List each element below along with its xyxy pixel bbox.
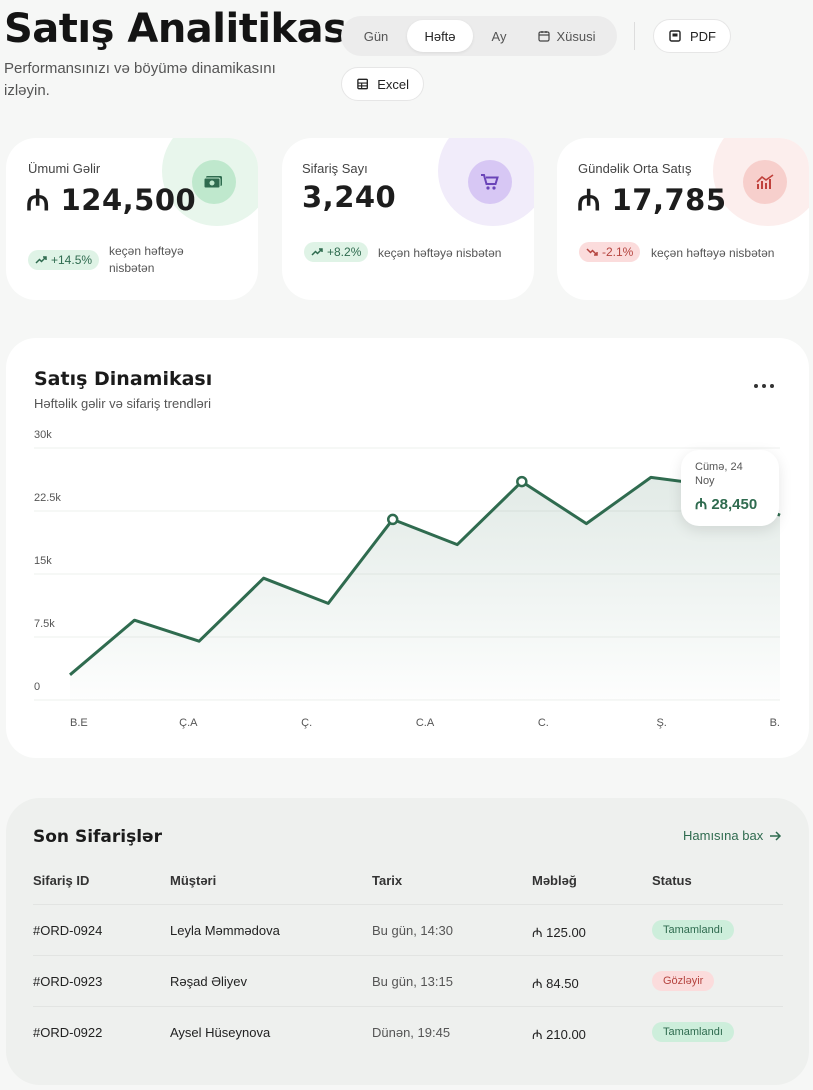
tab-week[interactable]: Həftə (407, 20, 473, 52)
chart-line (69, 475, 781, 676)
chart-subtitle: Həftəlik gəlir və sifariş trendləri (34, 396, 212, 411)
x-tick-label: B.E (70, 717, 88, 729)
page-title: Satış Analitikası (4, 6, 360, 52)
export-excel-button[interactable]: Excel (341, 67, 424, 101)
column-header-amount: Məbləğ (532, 873, 577, 888)
sales-chart-card: Satış Dinamikası Həftəlik gəlir və sifar… (6, 338, 809, 758)
tooltip-date: Cümə, 24 Noy (695, 461, 743, 487)
sales-line-chart: 0 7.5k 15k 22.5k 30k B.E Ç.A Ç. C.A C. Ş. B. (34, 429, 781, 729)
trend-up-icon (35, 256, 47, 264)
order-customer: Aysel Hüseynova (170, 1025, 271, 1040)
change-badge: +14.5% (28, 250, 100, 270)
change-badge: +8.2% (304, 242, 369, 262)
arrow-right-icon (770, 830, 782, 841)
chart-area (70, 477, 780, 700)
stat-label: Gündəlik Orta Satış (578, 161, 692, 176)
order-amount: ₼ 84.50 (532, 976, 579, 991)
see-all-link[interactable]: Hamısına bax (683, 828, 782, 843)
pdf-icon (669, 30, 681, 42)
order-customer: Rəşad Əliyev (170, 974, 247, 989)
money-icon (192, 160, 236, 204)
x-tick-label: Ş. (656, 717, 666, 729)
order-id: #ORD-0924 (33, 923, 103, 938)
status-badge: Tamamlandı (652, 1022, 734, 1042)
chart-tooltip: Cümə, 24 Noy ₼ 28,450 (681, 450, 779, 526)
stat-compare-text: keçən həftəyə nisbətən (378, 246, 502, 260)
column-header-customer: Müştəri (170, 873, 217, 888)
order-id: #ORD-0923 (33, 974, 103, 989)
y-tick-label: 7.5k (34, 618, 55, 630)
status-badge: Gözləyir (652, 971, 715, 991)
y-tick-label: 22.5k (34, 492, 61, 504)
calendar-icon (538, 31, 551, 42)
trend-up-icon (311, 248, 323, 256)
stat-label: Sifariş Sayı (302, 161, 368, 176)
page-subtitle: Performansınızı və böyümə dinamikasını i… (4, 60, 276, 99)
column-header-date: Tarix (372, 873, 403, 888)
stat-card-revenue: Ümumi Gəlir ₼ 124,500 +14.5% keçən həftə… (6, 138, 258, 300)
stat-value: ₼ 17,785 (577, 183, 727, 217)
order-amount: ₼ 125.00 (532, 925, 586, 940)
stat-compare-text: keçən həftəyə nisbətən (109, 244, 184, 275)
cart-icon (468, 160, 512, 204)
tab-month[interactable]: Ay (491, 28, 507, 44)
status-badge: Tamamlandı (652, 920, 734, 940)
table-icon (357, 78, 368, 90)
x-tick-label: Ç. (301, 717, 312, 729)
orders-title: Son Sifarişlər (33, 827, 162, 847)
order-date: Bu gün, 13:15 (372, 974, 453, 989)
order-customer: Leyla Məmmədova (170, 923, 280, 938)
period-selector: Gün Həftə Ay Xüsusi (341, 16, 617, 56)
tooltip-value: ₼ 28,450 (695, 496, 758, 513)
tab-day[interactable]: Gün (363, 28, 389, 44)
row-divider (33, 955, 783, 956)
change-badge: -2.1% (579, 242, 641, 262)
chart-up-icon (743, 160, 787, 204)
stat-card-daily-average: Gündəlik Orta Satış ₼ 17,785 -2.1% keçən… (557, 138, 809, 300)
row-divider (33, 1006, 783, 1007)
column-header-id: Sifariş ID (33, 873, 90, 888)
x-tick-label: B. (770, 717, 780, 729)
trend-down-icon (586, 248, 598, 256)
toolbar-divider (634, 22, 635, 50)
x-tick-label: C. (538, 717, 549, 729)
order-date: Dünən, 19:45 (372, 1025, 451, 1040)
stat-card-orders: Sifariş Sayı 3,240 +8.2% keçən həftəyə n… (282, 138, 534, 300)
chart-title: Satış Dinamikası (34, 368, 213, 390)
stat-value: ₼ 124,500 (26, 183, 197, 217)
stat-label: Ümumi Gəlir (28, 161, 101, 176)
recent-orders-card: Son Sifarişlər Hamısına bax Sifariş ID M… (6, 798, 809, 1085)
y-tick-label: 0 (34, 681, 40, 693)
x-tick-label: C.A (416, 717, 435, 729)
stat-compare-text: keçən həftəyə nisbətən (651, 246, 775, 260)
y-tick-label: 15k (34, 555, 52, 567)
export-pdf-button[interactable]: PDF (653, 19, 731, 53)
tab-custom[interactable]: Xüsusi (525, 20, 609, 52)
data-point-marker[interactable] (386, 513, 399, 526)
stat-value: 3,240 (302, 180, 397, 214)
column-header-status: Status (652, 873, 692, 888)
y-tick-label: 30k (34, 429, 52, 441)
order-date: Bu gün, 14:30 (372, 923, 453, 938)
x-tick-label: Ç.A (179, 717, 198, 729)
more-options-icon[interactable] (754, 376, 774, 396)
data-point-marker[interactable] (516, 475, 528, 488)
row-divider (33, 904, 783, 905)
order-amount: ₼ 210.00 (532, 1027, 586, 1042)
order-id: #ORD-0922 (33, 1025, 103, 1040)
